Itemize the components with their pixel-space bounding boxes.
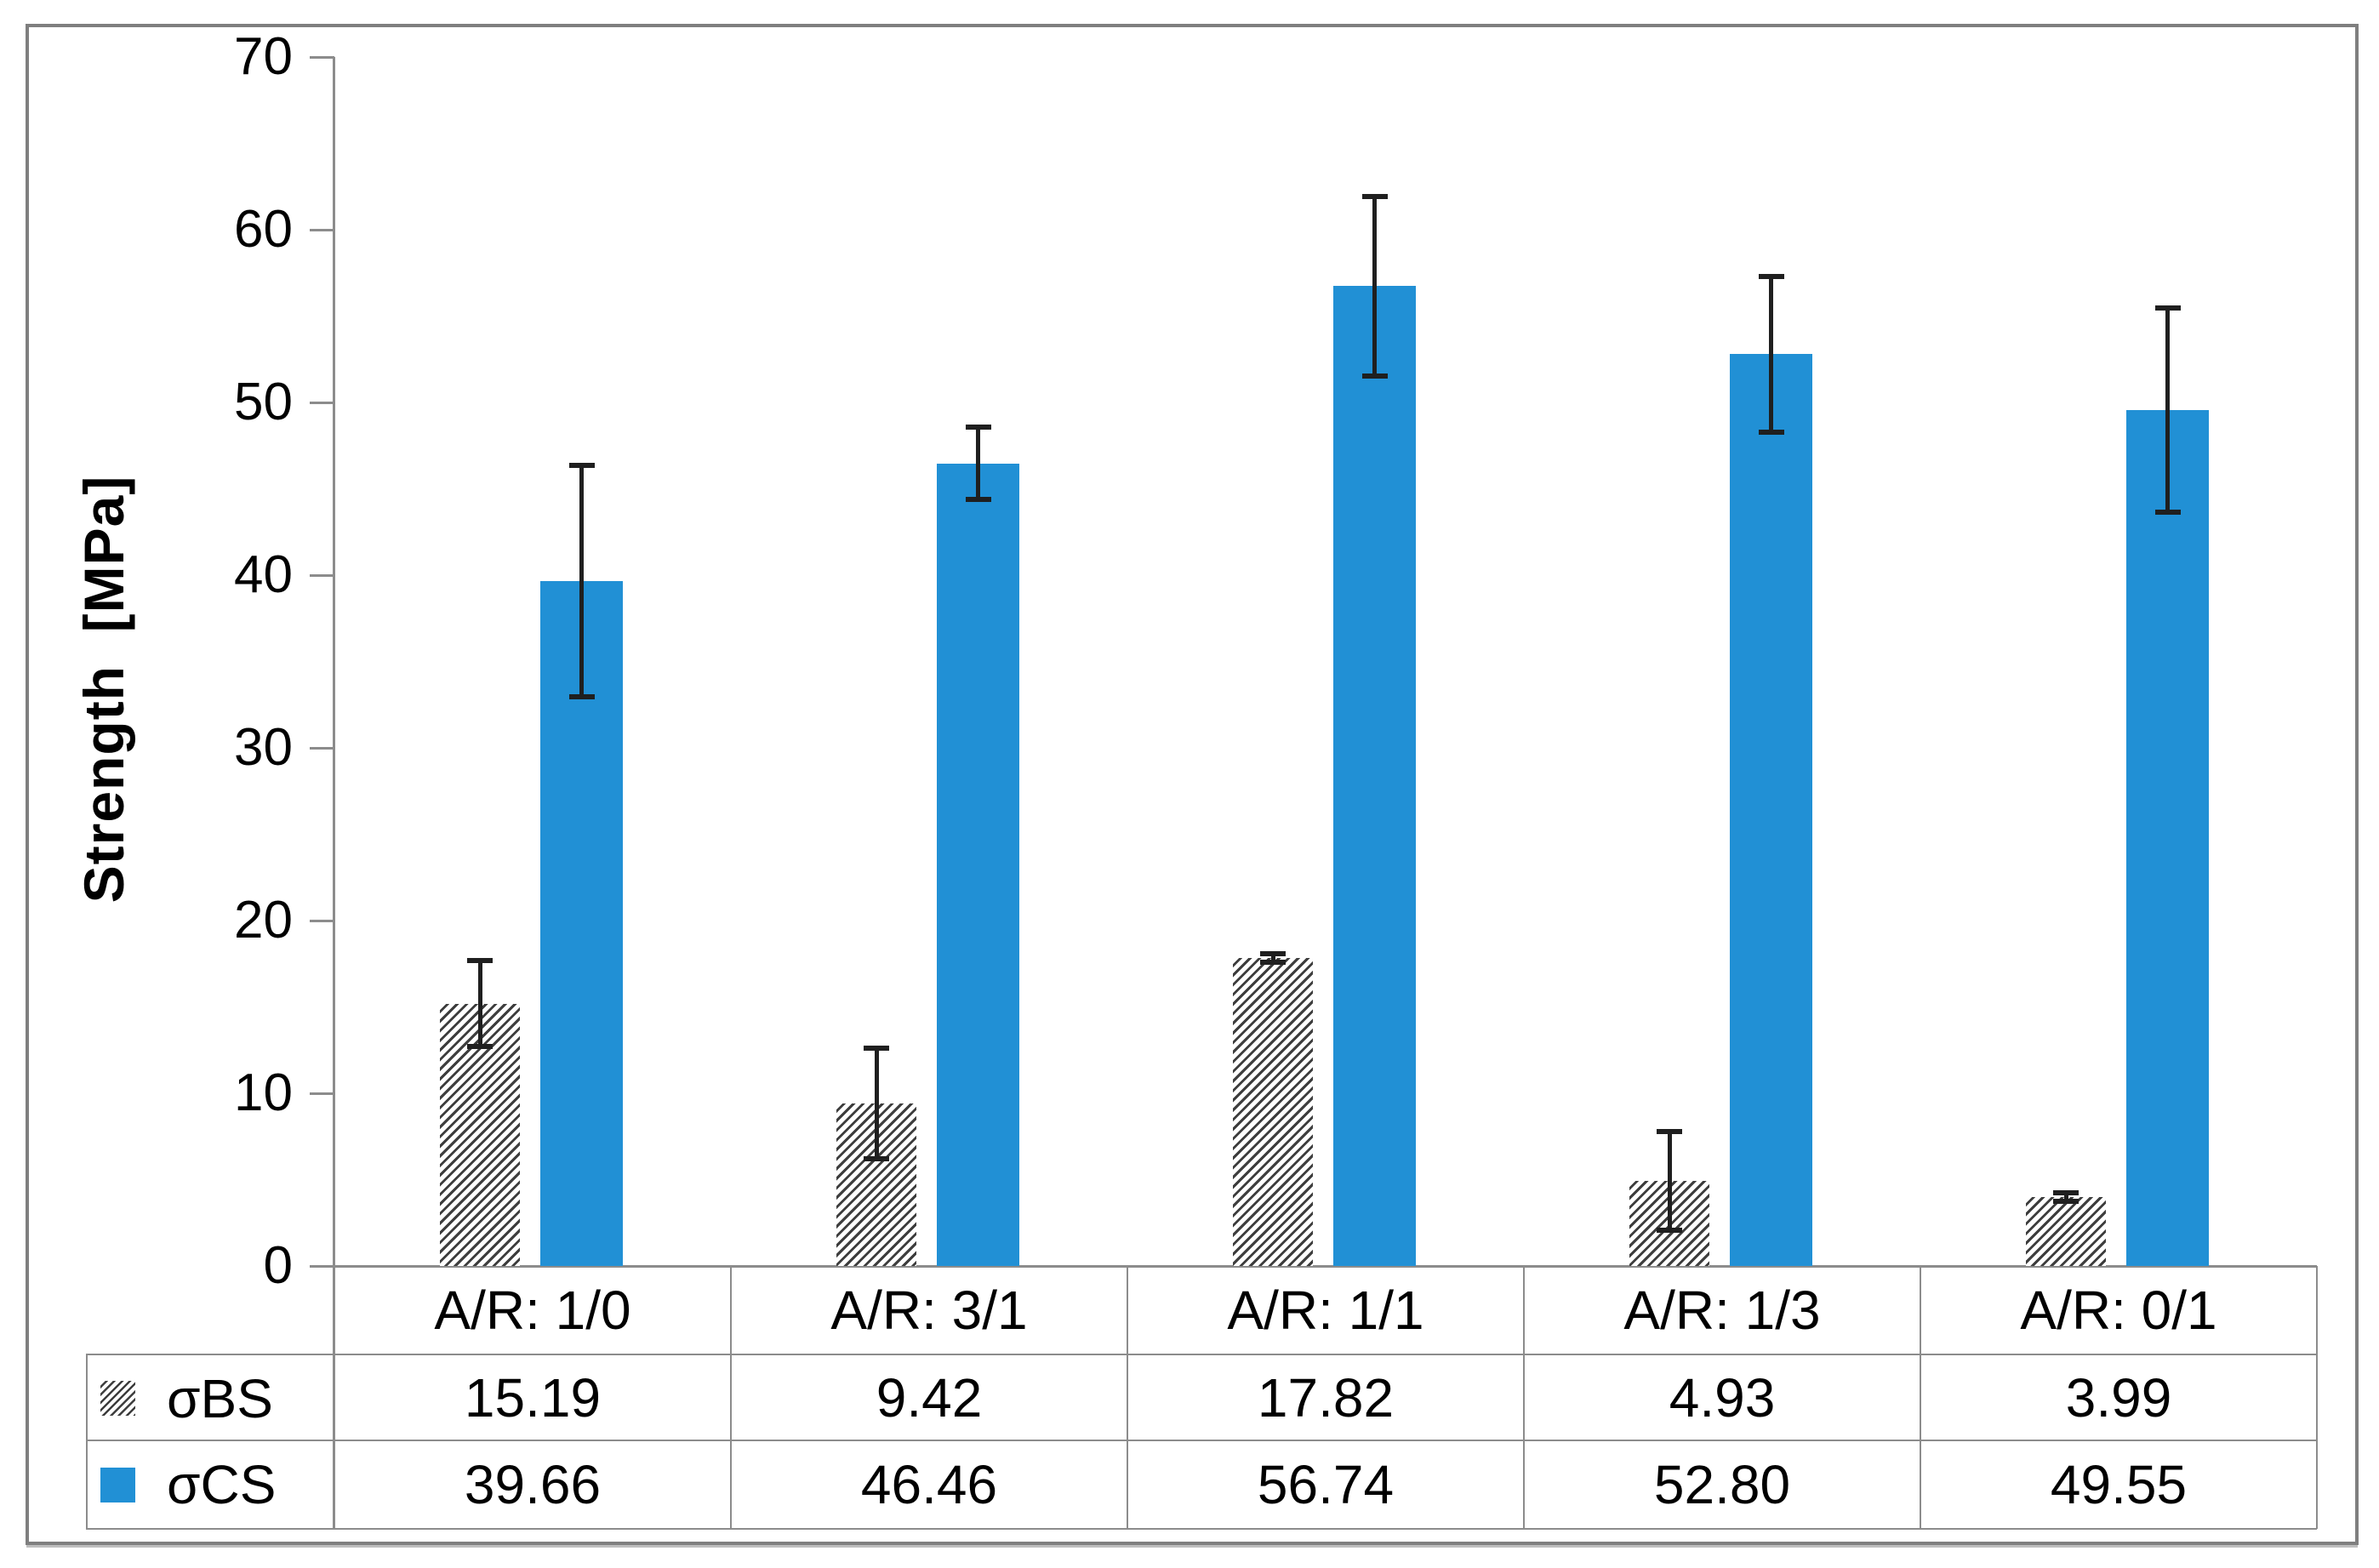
y-tick-label: 10 (234, 1063, 293, 1122)
error-bar-cap-top (467, 957, 493, 963)
chart-frame (26, 24, 2359, 1545)
table-column-border (1523, 1266, 1525, 1529)
error-bar-cap-bottom (1758, 429, 1784, 435)
error-bar-cap-top (2154, 305, 2181, 311)
category-label: A/R: 1/1 (1227, 1280, 1424, 1341)
bar-sigma-cs-A/R: 1/3[interactable] (1730, 354, 1812, 1266)
table-value-cell: 9.42 (876, 1366, 983, 1428)
error-bar-line (2063, 1192, 2068, 1202)
table-value-cell: 52.80 (1653, 1454, 1791, 1515)
table-column-border (334, 1266, 335, 1529)
y-axis-line (333, 57, 335, 1529)
y-axis-tick (310, 919, 334, 922)
table-column-border (1920, 1266, 1921, 1529)
error-bar-line (477, 960, 482, 1047)
error-bar-cap-top (1657, 1129, 1682, 1135)
blue-swatch-icon (100, 1467, 135, 1502)
y-tick-label: 30 (234, 718, 293, 777)
error-bar-line (1667, 1132, 1672, 1230)
y-tick-label: 40 (234, 545, 293, 604)
error-bar-cap-bottom (1260, 960, 1286, 966)
legend-item-sigma-bs[interactable]: σBS (86, 1356, 334, 1440)
y-tick-label: 0 (263, 1236, 293, 1295)
bar-sigma-cs-A/R: 3/1[interactable] (937, 463, 1019, 1266)
y-axis-tick (310, 1264, 334, 1268)
error-bar-cap-bottom (467, 1044, 493, 1050)
bar-sigma-bs-A/R: 0/1[interactable] (2026, 1197, 2106, 1266)
y-tick-label: 50 (234, 373, 293, 431)
table-value-cell: 17.82 (1257, 1366, 1395, 1428)
y-axis-tick (310, 401, 334, 404)
table-column-border (730, 1266, 732, 1529)
error-bar-line (1270, 954, 1275, 963)
legend-label-sigma-cs: σCS (167, 1454, 277, 1515)
table-value-cell: 15.19 (464, 1366, 602, 1428)
category-label: A/R: 1/3 (1623, 1280, 1821, 1341)
table-row-border (86, 1440, 2317, 1441)
y-tick-label: 60 (234, 200, 293, 259)
table-row-border (86, 1354, 2317, 1355)
table-value-cell: 56.74 (1257, 1454, 1395, 1515)
error-bar-cap-bottom (1657, 1227, 1682, 1233)
legend-item-sigma-cs[interactable]: σCS (86, 1442, 334, 1527)
error-bar-line (579, 465, 584, 697)
y-axis-tick (310, 228, 334, 231)
error-bar-cap-bottom (2053, 1199, 2079, 1205)
error-bar-cap-top (1260, 951, 1286, 957)
x-axis-line (334, 1264, 2317, 1268)
y-tick-label: 70 (234, 27, 293, 86)
table-value-cell: 3.99 (2065, 1366, 2172, 1428)
error-bar-line (874, 1047, 879, 1159)
legend-box-border (86, 1354, 88, 1529)
category-label: A/R: 0/1 (2020, 1280, 2217, 1341)
table-column-border (2316, 1266, 2318, 1529)
error-bar-cap-bottom (864, 1155, 889, 1161)
error-bar-line (1372, 196, 1377, 376)
error-bar-line (1769, 276, 1773, 432)
y-axis-title: Strength [MPa] (72, 475, 135, 904)
category-label: A/R: 3/1 (830, 1280, 1028, 1341)
hatch-swatch-icon (100, 1381, 135, 1416)
error-bar-line (976, 427, 980, 500)
bar-sigma-cs-A/R: 0/1[interactable] (2126, 410, 2209, 1266)
error-bar-cap-bottom (2154, 509, 2181, 515)
y-axis-tick (310, 1092, 334, 1095)
error-bar-line (2165, 308, 2170, 512)
bar-sigma-cs-A/R: 1/1[interactable] (1333, 286, 1416, 1266)
error-bar-cap-top (568, 462, 595, 468)
y-tick-label: 20 (234, 891, 293, 949)
y-axis-tick (310, 573, 334, 577)
table-value-cell: 46.46 (860, 1454, 998, 1515)
bar-sigma-bs-A/R: 1/1[interactable] (1233, 958, 1313, 1266)
table-row-border (86, 1528, 2317, 1530)
error-bar-cap-top (965, 425, 991, 430)
error-bar-cap-bottom (1361, 373, 1388, 379)
error-bar-cap-top (864, 1045, 889, 1051)
category-label: A/R: 1/0 (434, 1280, 631, 1341)
error-bar-cap-bottom (568, 693, 595, 699)
y-axis-tick (310, 746, 334, 750)
y-axis-tick (310, 55, 334, 59)
error-bar-cap-top (1758, 273, 1784, 279)
table-value-cell: 39.66 (464, 1454, 602, 1515)
legend-label-sigma-bs: σBS (167, 1367, 273, 1429)
table-value-cell: 49.55 (2050, 1454, 2188, 1515)
error-bar-cap-top (1361, 193, 1388, 199)
table-value-cell: 4.93 (1669, 1366, 1776, 1428)
error-bar-cap-top (2053, 1189, 2079, 1195)
table-column-border (1127, 1266, 1128, 1529)
error-bar-cap-bottom (965, 497, 991, 503)
